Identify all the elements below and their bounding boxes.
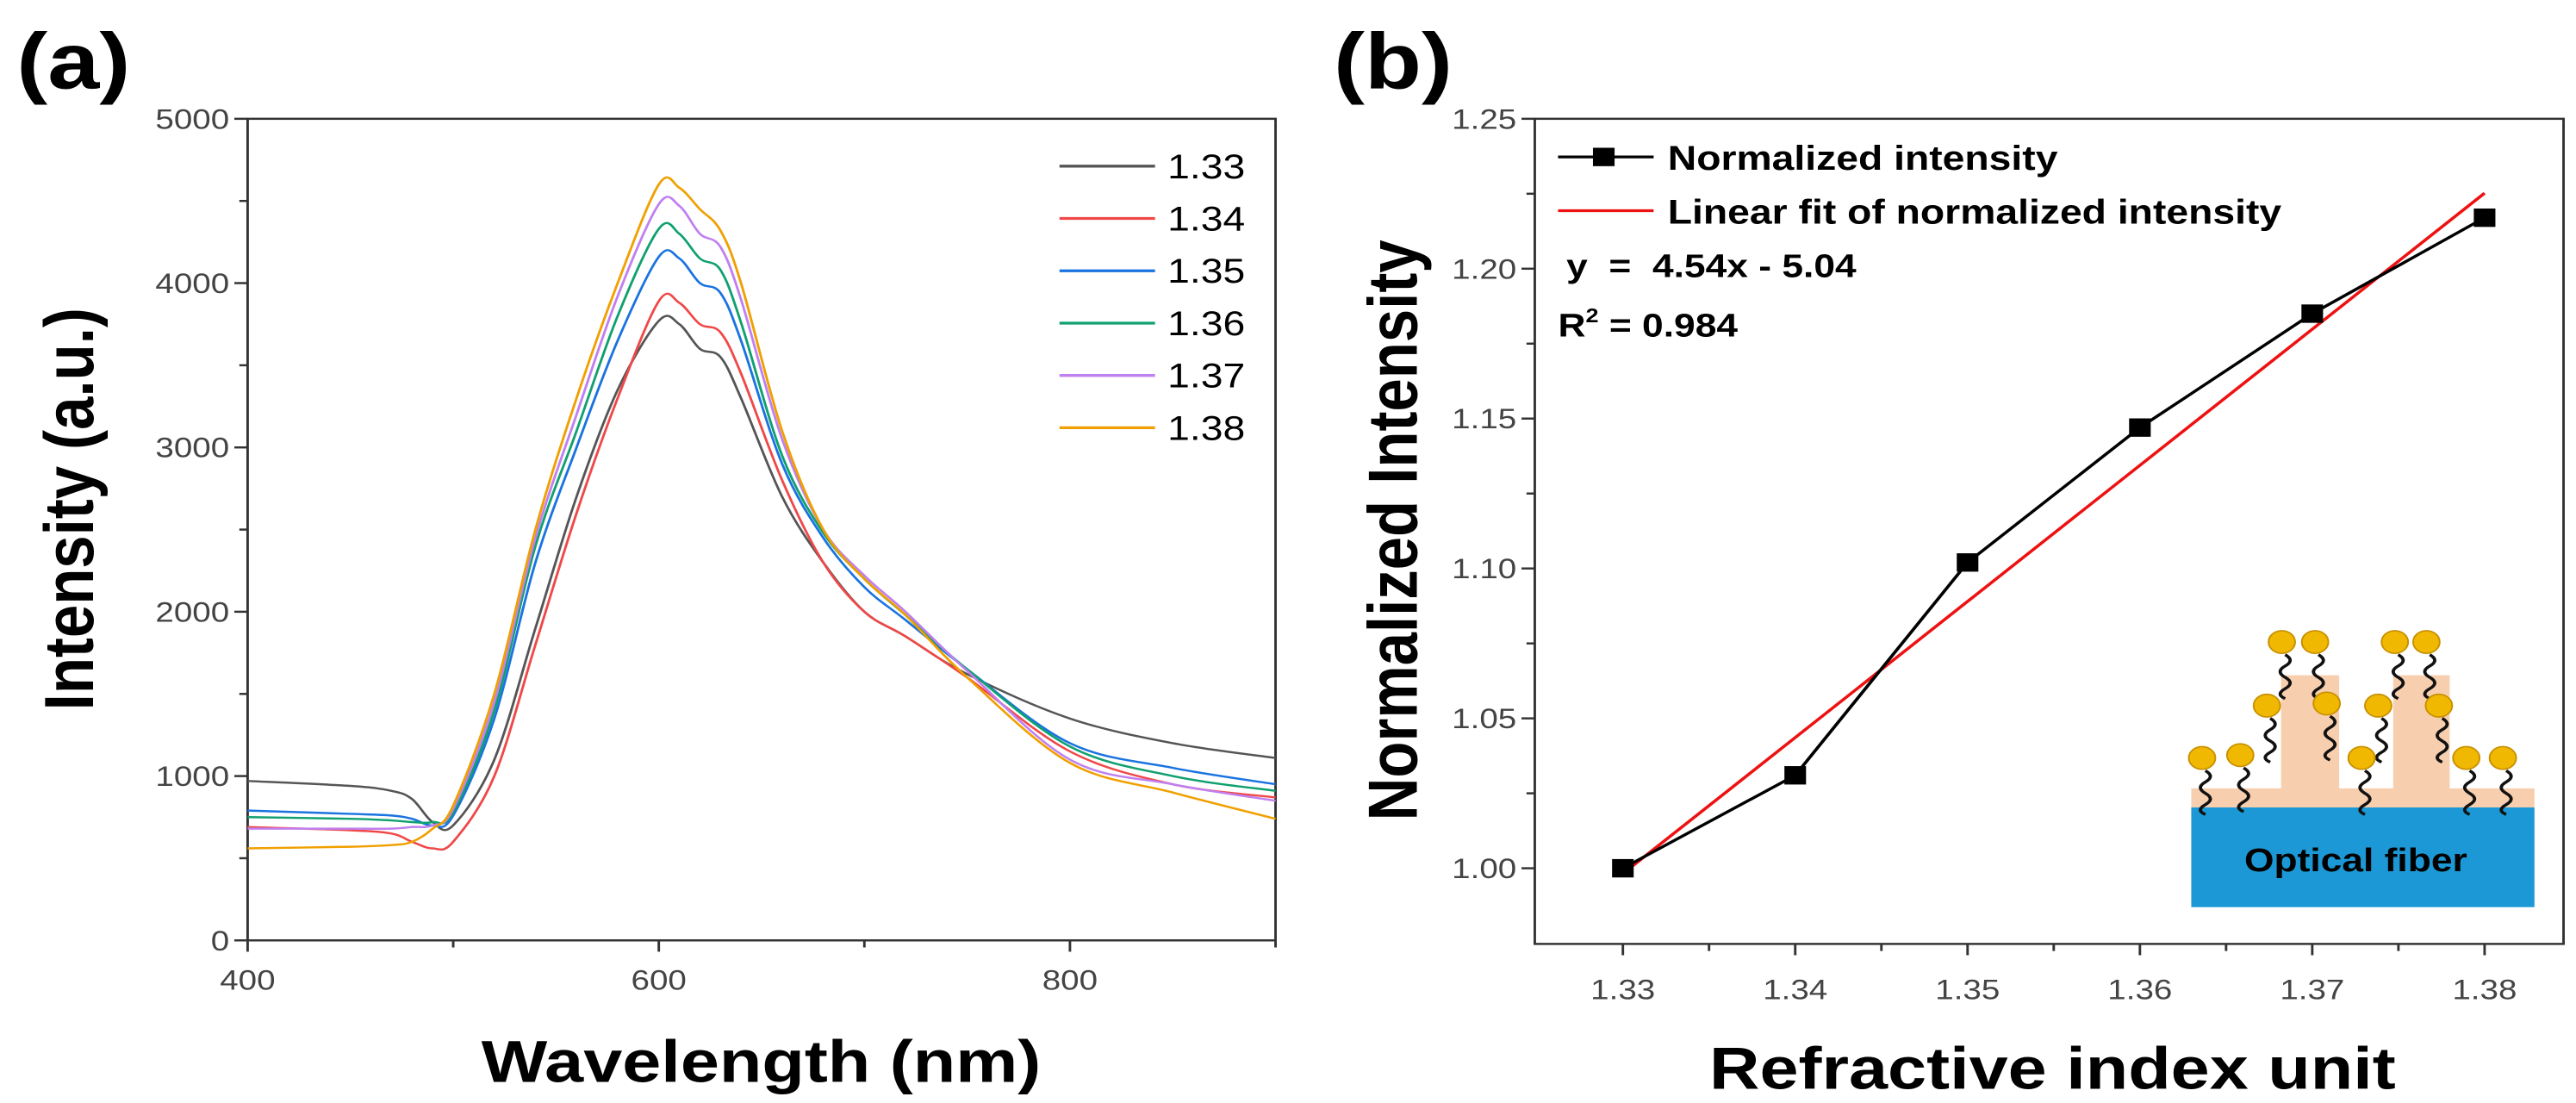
pillar <box>2392 675 2450 792</box>
a-xlabel: Wavelength (nm) <box>482 1028 1042 1094</box>
y-tick-label: 5000 <box>155 103 229 135</box>
legend-label: 1.38 <box>1167 410 1245 448</box>
y-tick-label: 1000 <box>155 761 229 793</box>
plot-frame <box>1534 117 2565 945</box>
r2-sup: 2 <box>1585 305 1598 327</box>
x-tick-label: 1.34 <box>1763 974 1827 1006</box>
y-tick-label: 2000 <box>155 596 229 628</box>
spectrum-line-1.35 <box>247 249 1276 828</box>
linker-chain <box>2374 717 2388 763</box>
legend-label: 1.34 <box>1167 201 1245 239</box>
gold-nanoparticle <box>2252 693 2281 718</box>
gold-nanoparticle <box>2268 630 2296 654</box>
x-tick-label: 1.33 <box>1590 974 1655 1006</box>
legend-label: Linear fit of normalized intensity <box>1668 193 2281 231</box>
panel-b-label: (b) <box>1334 17 1453 106</box>
gold-nanoparticle <box>2300 630 2330 654</box>
x-tick-label: 400 <box>220 964 275 996</box>
b-xlabel: Refractive index unit <box>1709 1035 2396 1101</box>
panel-b: (b) Optical fiber 1.33 1.34 1.35 1.36 1.37 1.… <box>1334 17 2565 1101</box>
gold-nanoparticle <box>2187 745 2217 770</box>
gold-nanoparticle <box>2380 630 2410 654</box>
optical-fiber <box>2191 807 2535 907</box>
gold-nanoparticle <box>2347 745 2376 770</box>
linker-chain <box>2312 653 2325 701</box>
equation-label: y = 4.54x - 5.04 <box>1566 248 1857 284</box>
linker-chain <box>2199 769 2212 816</box>
y-tick-label: 1.00 <box>1452 853 1516 885</box>
x-tick-label: 800 <box>1042 964 1098 996</box>
data-point-marker <box>1957 553 1979 572</box>
legend-marker <box>1592 147 1615 166</box>
spectrum-line-1.37 <box>247 196 1276 830</box>
inset-diagram: Optical fiber <box>2187 630 2535 907</box>
data-point-marker <box>1612 858 1634 878</box>
linker-chain <box>2499 769 2513 816</box>
y-tick-label: 1.15 <box>1452 403 1516 435</box>
gold-nanoparticle <box>2424 693 2454 718</box>
x-tick-label: 1.36 <box>2107 974 2172 1006</box>
linker-chain <box>2391 653 2405 701</box>
y-tick-label: 1.05 <box>1452 703 1516 735</box>
gold-nanoparticle <box>2312 691 2342 716</box>
x-tick-label: 1.35 <box>1935 974 2000 1006</box>
data-point-marker <box>1784 766 1807 785</box>
spectra-plot: 400 600 800 0 1000 2000 3000 4000 5000 1.33 1.34 1.… <box>155 103 1277 996</box>
gold-nanoparticle <box>2225 743 2255 768</box>
a-ylabel: Intensity (a.u.) <box>30 308 108 710</box>
y-tick-label: 1.20 <box>1452 253 1516 285</box>
data-point-marker <box>2301 304 2324 323</box>
linker-chain <box>2358 769 2372 816</box>
gold-nanoparticle <box>2411 630 2441 654</box>
linear-fit-line <box>1621 191 2486 876</box>
spectrum-line-1.38 <box>247 176 1276 850</box>
data-point-marker <box>2129 418 2151 437</box>
r2-prefix: R <box>1558 308 1585 344</box>
y-tick-label: 4000 <box>155 268 229 300</box>
legend-label: 1.37 <box>1167 358 1245 396</box>
y-tick-label: 1.25 <box>1452 103 1516 135</box>
r2-label: R2 = 0.984 <box>1558 305 1738 344</box>
normalized-intensity-line <box>1621 216 2486 869</box>
legend-label: 1.33 <box>1167 148 1245 186</box>
linker-chain <box>2423 653 2436 701</box>
legend-label: Normalized intensity <box>1668 140 2058 178</box>
data-point-marker <box>2473 208 2496 227</box>
panel-a: (a) 400 600 800 0 1000 2000 3000 4000 5000 1.33 1.… <box>16 17 1277 1094</box>
linker-chain <box>2436 717 2449 763</box>
gold-nanoparticle <box>2364 693 2392 718</box>
b-ylabel: Normalized Intensity <box>1353 240 1431 820</box>
r2-value: = 0.984 <box>1599 308 1739 344</box>
linker-chain <box>2323 714 2337 762</box>
x-tick-label: 1.37 <box>2280 974 2344 1006</box>
linker-chain <box>2278 653 2293 701</box>
y-tick-label: 0 <box>211 925 229 957</box>
optical-fiber-label: Optical fiber <box>2244 842 2467 878</box>
linker-chain <box>2237 766 2250 813</box>
y-tick-label: 1.10 <box>1452 553 1516 585</box>
linker-chain <box>2462 769 2477 816</box>
normalized-plot: 1.33 1.34 1.35 1.36 1.37 1.38 1.00 1.05 1.10 1.15… <box>1452 103 2565 1006</box>
spectrum-line-1.34 <box>247 292 1276 851</box>
gold-nanoparticle <box>2488 745 2517 770</box>
legend-label: 1.35 <box>1167 252 1245 290</box>
x-tick-label: 1.38 <box>2452 974 2517 1006</box>
panel-a-label: (a) <box>16 17 130 106</box>
gold-nanoparticle <box>2452 745 2481 770</box>
linker-chain <box>2263 717 2277 763</box>
legend-label: 1.36 <box>1167 305 1245 343</box>
y-tick-label: 3000 <box>155 432 229 464</box>
x-tick-label: 600 <box>631 964 686 996</box>
